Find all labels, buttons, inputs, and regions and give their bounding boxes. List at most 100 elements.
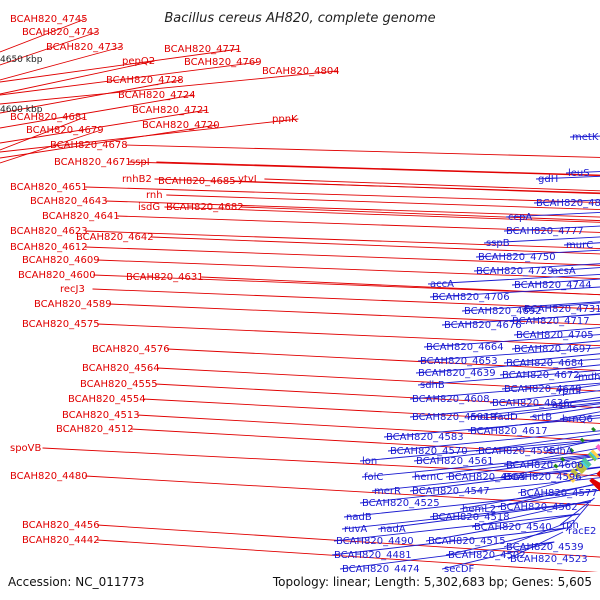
gene-label-BCAH820_4685: BCAH820_4685 — [158, 176, 236, 187]
gene-label-ruvA: ruvA — [344, 524, 367, 535]
gene-label-accA: accA — [430, 279, 454, 290]
rna-marker — [553, 463, 559, 469]
reverse-label-leader — [343, 489, 600, 518]
forward-label-leader — [85, 246, 600, 266]
gene-label-gdH: gdH — [538, 174, 558, 185]
gene-label-BCAH820_4609: BCAH820_4609 — [22, 255, 100, 266]
gene-label-recJ3: recJ3 — [60, 284, 85, 295]
gene-label-BCAH820_4636: BCAH820_4636 — [492, 398, 570, 409]
gene-label-BCAH820_4728: BCAH820_4728 — [106, 75, 184, 86]
gene-label-BCAH820_4649: BCAH820_4649 — [504, 384, 582, 395]
forward-label-leader — [233, 180, 600, 195]
forward-gene-labels: BCAH820_4745 BCAH820_4743 BCAH820_4733 pepQ… — [10, 14, 340, 546]
forward-label-leader — [166, 194, 600, 210]
gene-label-BCAH820_4678: BCAH820_4678 — [50, 140, 128, 151]
gene-label-BCAH820_4643: BCAH820_4643 — [30, 196, 108, 207]
gene-label-mdh: mdh — [578, 372, 600, 383]
gene-label-BCAH820_4608: BCAH820_4608 — [412, 394, 490, 405]
gene-label-BCAH820_4456: BCAH820_4456 — [22, 520, 100, 531]
gene-label-spoVB: spoVB — [10, 443, 42, 454]
reverse-label-leader — [377, 501, 591, 530]
gene-label-BCAH820_4525: BCAH820_4525 — [362, 498, 440, 509]
forward-label-leader — [97, 323, 600, 347]
forward-label-leader — [85, 475, 600, 507]
gene-label-sdhA: sdhA — [548, 446, 573, 457]
forward-label-leader — [129, 161, 600, 177]
gene-label-pepQ2: pepQ2 — [122, 56, 155, 67]
gene-label-BCAH820_4570: BCAH820_4570 — [390, 446, 468, 457]
gene-label-isdG: isdG — [138, 202, 160, 213]
forward-label-leader — [85, 186, 600, 203]
gene-label-fadD: fadD — [494, 412, 518, 423]
topology-text: Topology: linear; Length: 5,302,683 bp; … — [272, 575, 592, 589]
gene-label-BCAH820_4733: BCAH820_4733 — [46, 42, 124, 53]
gene-label-rnh: rnh — [146, 190, 163, 201]
gene-label-BCAH820_4612: BCAH820_4612 — [10, 242, 88, 253]
gene-label-asnC: asnC — [552, 400, 577, 411]
gene-label-BCAH820_4671: BCAH820_4671 — [54, 157, 132, 168]
cog-band-block — [587, 452, 597, 462]
reverse-label-leader — [409, 382, 600, 400]
gene-label-BCAH820_4442: BCAH820_4442 — [22, 535, 100, 546]
reverse-label-leader — [333, 513, 580, 542]
forward-label-leader — [117, 215, 600, 233]
forward-label-leader — [155, 383, 600, 409]
reverse-label-leader — [409, 399, 600, 418]
forward-label-leader — [0, 129, 102, 164]
gene-label-BCAH820_4676: BCAH820_4676 — [444, 320, 522, 331]
reverse-label-leader — [429, 489, 600, 518]
gene-label-BCAH820_4684: BCAH820_4684 — [506, 358, 584, 369]
reverse-label-leader — [489, 390, 600, 404]
gene-label-motB: motB — [470, 412, 497, 423]
rna-marker — [579, 437, 585, 443]
gene-label-BCAH820_4744: BCAH820_4744 — [514, 280, 592, 291]
reverse-label-leader — [507, 531, 564, 560]
gene-label-metK: metK — [572, 132, 599, 143]
gene-label-BCAH820_4540: BCAH820_4540 — [474, 522, 552, 533]
reverse-label-leader — [511, 340, 600, 350]
gene-label-BCAH820_4583: BCAH820_4583 — [386, 432, 464, 443]
forward-label-leader — [0, 61, 260, 96]
gene-label-BCAH820_4771: BCAH820_4771 — [164, 44, 242, 55]
forward-label-leader — [0, 31, 98, 66]
reverse-label-leader — [383, 417, 600, 438]
forward-label-leader — [0, 94, 194, 129]
reverse-label-leader — [427, 273, 600, 285]
cog-band-block — [581, 457, 592, 468]
rna-marker — [569, 447, 575, 453]
reverse-label-leader — [339, 541, 555, 570]
footer-backdrop — [0, 572, 600, 600]
forward-gene-arrow — [596, 470, 600, 478]
rna-marker — [560, 456, 566, 462]
gene-label-nadB: nadB — [346, 512, 372, 523]
forward-label-leader — [109, 303, 600, 326]
gene-label-BCAH820_4731: BCAH820_4731 — [524, 304, 600, 315]
gene-label-BCAH820_4562: BCAH820_4562 — [500, 502, 578, 513]
reverse-label-leader — [545, 438, 600, 452]
cog-band-block — [574, 463, 585, 475]
gene-label-BCAH820_4595: BCAH820_4595 — [478, 446, 556, 457]
forward-label-leader — [0, 70, 338, 105]
forward-label-leader — [97, 524, 600, 558]
gene-label-BCAH820_4474: BCAH820_4474 — [342, 564, 420, 575]
gene-label-BCAH820_4631: BCAH820_4631 — [126, 272, 204, 283]
gene-label-folC: folC — [364, 472, 383, 483]
gene-label-BCAH820_4547: BCAH820_4547 — [412, 486, 490, 497]
forward-label-leader — [167, 348, 600, 371]
gene-label-BCAH820_4515: BCAH820_4515 — [428, 536, 506, 547]
reverse-label-leader — [415, 358, 600, 374]
forward-label-leader — [151, 236, 600, 255]
cog-band-block — [570, 468, 581, 479]
forward-label-leader — [156, 161, 600, 176]
reverse-label-leader — [491, 403, 600, 418]
forward-label-leader — [0, 116, 86, 151]
gene-label-BCAH820_4682: BCAH820_4682 — [166, 202, 244, 213]
gene-label-BCAH820_4596: BCAH820_4596 — [504, 472, 582, 483]
reverse-label-leader — [549, 396, 600, 406]
reverse-label-leader — [461, 301, 600, 312]
reverse-label-leader — [341, 501, 591, 530]
cog-band-block — [595, 444, 600, 452]
gene-label-BCAH820_4577: BCAH820_4577 — [520, 488, 598, 499]
kbp-tick-label: 4600 kbp — [0, 105, 43, 115]
reverse-label-leader — [503, 353, 600, 364]
